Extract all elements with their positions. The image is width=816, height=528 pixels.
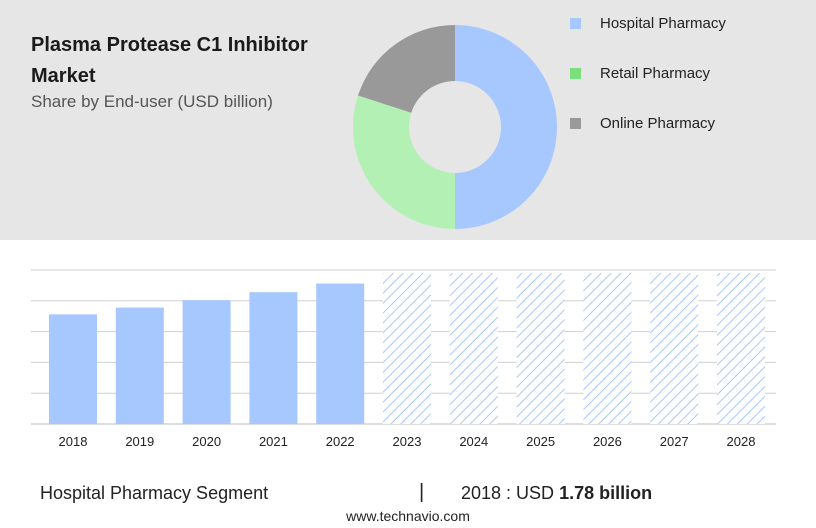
legend-item-online: Online Pharmacy: [570, 115, 715, 132]
x-tick-label-2021: 2021: [259, 434, 288, 449]
bar-2026: [583, 273, 632, 424]
legend-swatch-online: [570, 117, 581, 129]
donut-chart: [353, 25, 557, 229]
donut-slice-hospital-pharmacy: [455, 25, 557, 229]
x-tick-label-2022: 2022: [326, 434, 355, 449]
bar-2027: [650, 273, 699, 424]
bar-chart: 2018 2019 2020 2021 2022 2023 2024 2025 2026 2027…: [31, 269, 776, 449]
bar-2019: [115, 307, 164, 424]
x-tick-label-2028: 2028: [727, 434, 756, 449]
source-link[interactable]: www.technavio.com: [346, 508, 470, 524]
legend-swatch-hospital: [570, 17, 581, 29]
footer-value: 2018 : USD 1.78 billion: [461, 483, 652, 504]
footer-segment-label: Hospital Pharmacy Segment: [40, 483, 269, 503]
legend-swatch-retail: [570, 67, 581, 79]
chart-subtitle: Share by End-user (USD billion): [31, 92, 273, 111]
footer-value-amount: 1.78 billion: [559, 483, 653, 503]
bar-2022: [316, 283, 365, 424]
x-tick-label-2027: 2027: [660, 434, 689, 449]
legend-label-online: Online Pharmacy: [600, 115, 716, 132]
footer-year-prefix: 2018 : USD: [461, 483, 555, 503]
legend-item-hospital: Hospital Pharmacy: [570, 15, 726, 32]
bar-2025: [516, 273, 565, 424]
donut-slice-online-pharmacy: [357, 25, 455, 113]
bar-2020: [182, 300, 231, 424]
bar-2021: [249, 292, 298, 424]
donut-slice-retail-pharmacy: [353, 95, 455, 229]
x-tick-label-2019: 2019: [125, 434, 154, 449]
x-tick-label-2024: 2024: [459, 434, 488, 449]
x-tick-label-2023: 2023: [393, 434, 422, 449]
bar-2028: [717, 273, 765, 424]
bar-2018: [49, 314, 97, 424]
legend-label-retail: Retail Pharmacy: [600, 65, 711, 82]
chart-title: Plasma Protease C1 Inhibitor Market: [31, 34, 308, 87]
bar-2024: [449, 273, 498, 424]
x-tick-label-2026: 2026: [593, 434, 622, 449]
bar-2023: [383, 273, 431, 424]
x-tick-label-2025: 2025: [526, 434, 555, 449]
footer-separator: |: [419, 481, 425, 503]
legend-label-hospital: Hospital Pharmacy: [600, 15, 726, 32]
legend-item-retail: Retail Pharmacy: [570, 65, 710, 82]
x-tick-label-2018: 2018: [59, 434, 88, 449]
x-tick-label-2020: 2020: [192, 434, 221, 449]
